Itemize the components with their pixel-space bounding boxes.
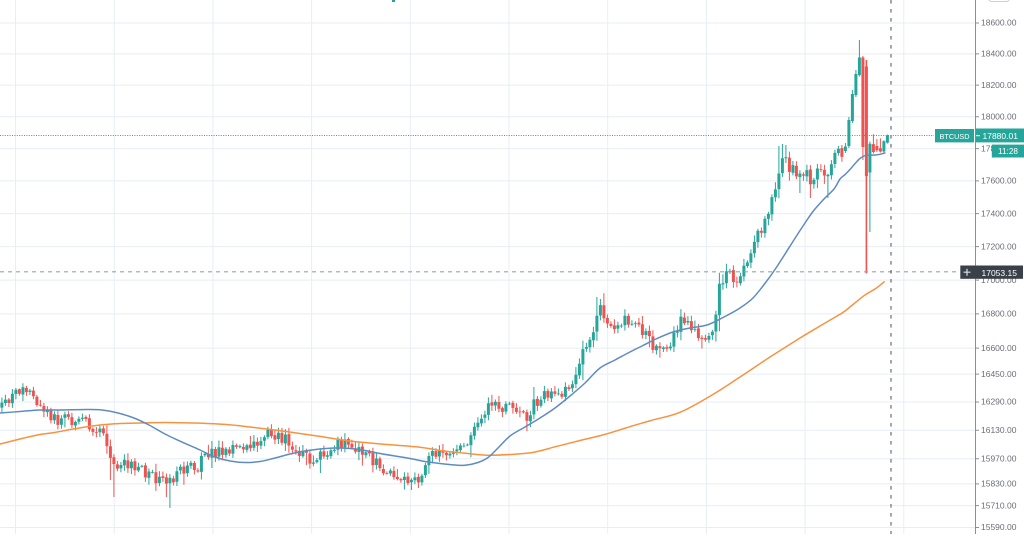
svg-text:16130.00: 16130.00 bbox=[981, 425, 1017, 435]
svg-text:18200.00: 18200.00 bbox=[981, 80, 1017, 90]
svg-text:18000.00: 18000.00 bbox=[981, 111, 1017, 121]
svg-text:15590.00: 15590.00 bbox=[981, 522, 1017, 532]
svg-text:15830.00: 15830.00 bbox=[981, 479, 1017, 489]
svg-text:16290.00: 16290.00 bbox=[981, 397, 1017, 407]
svg-text:15970.00: 15970.00 bbox=[981, 453, 1017, 463]
svg-text:17400.00: 17400.00 bbox=[981, 208, 1017, 218]
svg-text:11:28: 11:28 bbox=[998, 147, 1018, 156]
svg-text:16800.00: 16800.00 bbox=[981, 309, 1017, 319]
svg-text:17053.15: 17053.15 bbox=[982, 268, 1018, 278]
svg-text:18600.00: 18600.00 bbox=[981, 18, 1017, 28]
svg-text:17600.00: 17600.00 bbox=[981, 176, 1017, 186]
svg-text:16600.00: 16600.00 bbox=[981, 343, 1017, 353]
svg-text:18400.00: 18400.00 bbox=[981, 49, 1017, 59]
svg-text:17880.01: 17880.01 bbox=[983, 131, 1019, 141]
svg-text:BTCUSD: BTCUSD bbox=[940, 132, 970, 141]
svg-text:15710.00: 15710.00 bbox=[981, 500, 1017, 510]
svg-text:17200.00: 17200.00 bbox=[981, 241, 1017, 251]
svg-text:16450.00: 16450.00 bbox=[981, 369, 1017, 379]
